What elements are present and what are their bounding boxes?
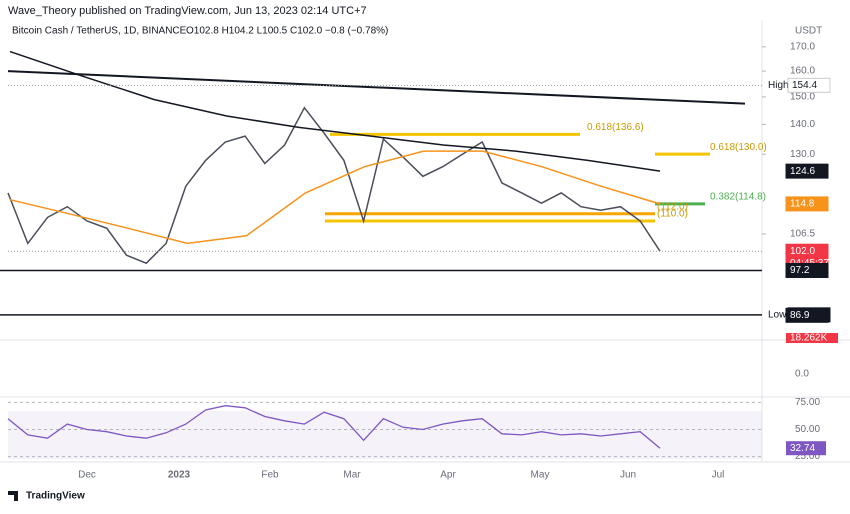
volume-label: 18.262K <box>790 333 828 344</box>
level-name: High <box>768 80 789 91</box>
level-label: 97.2 <box>790 265 810 276</box>
price-line <box>9 150 661 245</box>
y-tick-label: 160.0 <box>790 66 815 77</box>
ohlc: O102.8 H104.2 L100.5 C102.0 −0.8 (−0.78%… <box>186 26 388 37</box>
rsi-tick-label: 50.00 <box>795 424 820 435</box>
fib-label: 0.618(136.6) <box>587 122 644 133</box>
level-label: 102.0 <box>790 246 815 257</box>
x-tick-label: Apr <box>440 470 456 481</box>
footer: TradingView <box>26 491 85 502</box>
price-line <box>7 106 661 265</box>
level-label: 114.8 <box>790 199 815 210</box>
y-tick-label: 150.0 <box>790 92 815 103</box>
rsi-tick-label: 75.00 <box>795 397 820 408</box>
y-tick-label: 130.0 <box>790 149 815 160</box>
publisher: Wave_Theory published on TradingView.com… <box>8 5 367 17</box>
macd-tick-label: 0.0 <box>795 369 809 380</box>
rsi-line <box>7 405 661 449</box>
y-tick-label: 140.0 <box>790 119 815 130</box>
x-tick-label: Dec <box>78 470 96 481</box>
level-box <box>785 307 829 323</box>
x-tick-label: Jul <box>712 470 725 481</box>
level-label: 124.6 <box>790 166 815 177</box>
level-label: 86.9 <box>790 310 810 321</box>
x-tick-label: Mar <box>343 470 361 481</box>
fib-label: 0.382(114.8) <box>710 192 766 203</box>
level-label: 154.4 <box>792 80 817 91</box>
level-box <box>785 196 829 212</box>
fib-label: 0.618(130.0) <box>710 142 767 153</box>
y-tick-label: 106.5 <box>790 229 815 240</box>
price-line <box>9 50 661 172</box>
currency: USDT <box>795 26 822 37</box>
trendline <box>7 70 746 105</box>
x-tick-label: May <box>531 470 550 481</box>
fib-label: (112.0) <box>657 201 688 212</box>
fib-label: (110.0) <box>657 209 688 220</box>
rsi-tick-label: 25.00 <box>795 451 820 462</box>
level-box <box>785 262 829 278</box>
rsi-last-label: 32.74 <box>790 443 815 454</box>
level-box <box>787 77 831 93</box>
volume-box <box>786 333 838 343</box>
rsi-box <box>786 441 826 456</box>
symbol: Bitcoin Cash / TetherUS, 1D, BINANCE <box>12 26 187 37</box>
x-tick-label: 2023 <box>168 470 191 481</box>
level-box <box>785 163 829 179</box>
y-tick-label: 170.0 <box>790 41 815 52</box>
level-name: Low <box>768 309 787 320</box>
x-tick-label: Jun <box>620 470 636 481</box>
x-tick-label: Feb <box>261 470 279 481</box>
logo <box>8 491 18 501</box>
